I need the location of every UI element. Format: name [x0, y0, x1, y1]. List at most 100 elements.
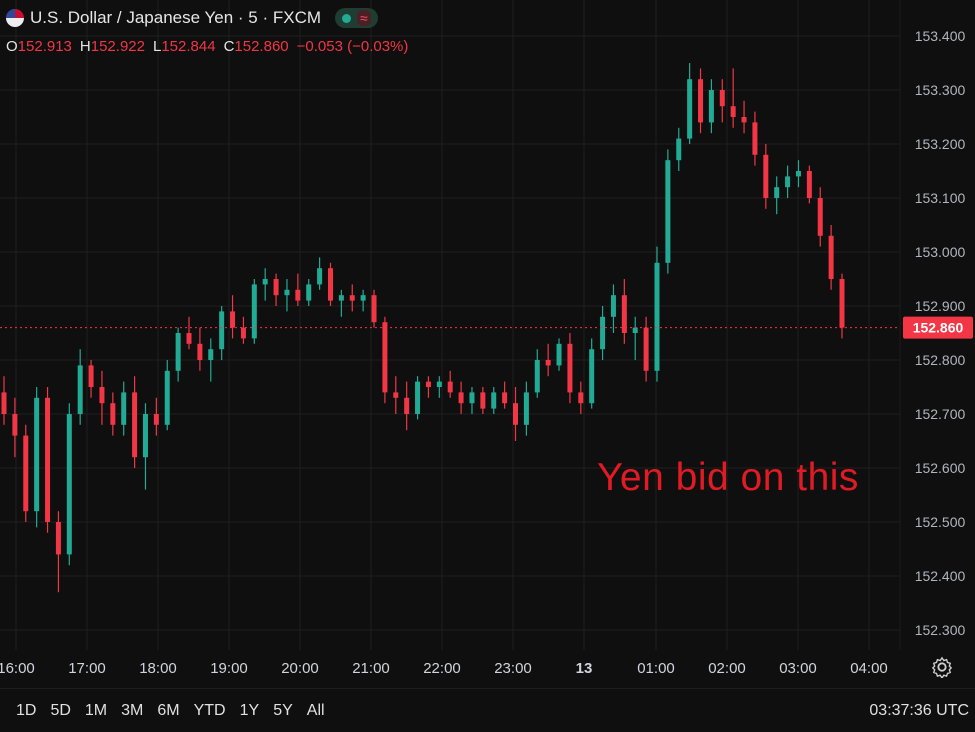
candle-body	[676, 138, 682, 161]
ohlc-value: 152.913	[17, 38, 72, 55]
candle-body	[34, 397, 40, 512]
time-tick-label: 13	[576, 660, 593, 677]
candle-body	[589, 349, 595, 404]
price-axis: 153.400 153.300 153.200 153.100 153.000 152.9…	[903, 28, 973, 638]
annotation-text: Yen bid on this	[597, 456, 859, 499]
candle-body	[534, 360, 540, 393]
candle-body	[785, 176, 791, 188]
candle-body	[175, 333, 181, 371]
candle-body	[404, 397, 410, 414]
candle-body	[458, 392, 464, 404]
utc-clock: 03:37:36 UTC	[869, 701, 969, 719]
chart-header: U.S. Dollar / Japanese Yen · 5 · FXCM ≈	[6, 8, 378, 28]
candle-body	[349, 295, 355, 301]
candle-body	[752, 122, 758, 155]
candle-body	[600, 316, 606, 350]
time-axis: 16:00 17:00 18:00 19:00 20:00 21:00 22:00 23:00…	[0, 660, 888, 677]
price-tick-label: 152.800	[915, 352, 966, 368]
range-button-6m[interactable]: 6M	[157, 701, 180, 719]
candle-body	[208, 349, 214, 360]
range-button-3m[interactable]: 3M	[121, 701, 144, 719]
market-open-icon	[342, 13, 352, 23]
candle-body	[66, 414, 72, 555]
time-tick-label: 18:00	[139, 660, 177, 677]
price-tick-label: 152.300	[915, 622, 966, 638]
candle-body	[88, 365, 94, 387]
candle-body	[371, 295, 377, 323]
price-tick-label: 153.100	[915, 190, 966, 206]
range-button-5d[interactable]: 5D	[50, 701, 71, 719]
ohlc-readout: O152.913 H152.922 L152.844 C152.860 −0.053 (…	[6, 38, 408, 55]
range-button-1y[interactable]: 1Y	[239, 701, 260, 719]
candle-body	[23, 435, 29, 512]
candle-body	[502, 392, 508, 404]
candle-body	[828, 235, 834, 279]
candle-body	[77, 365, 83, 414]
candle-body	[632, 327, 638, 333]
time-tick-label: 03:00	[779, 660, 817, 677]
time-tick-label: 20:00	[281, 660, 319, 677]
settings-gear-icon[interactable]	[931, 656, 953, 678]
bottom-toolbar: 1D 5D 1M 3M 6M YTD 1Y 5Y All 03:37:36 UTC	[0, 688, 975, 732]
ohlc-item: C152.860	[224, 38, 289, 55]
price-tick-label: 153.400	[915, 28, 966, 44]
candle-body	[643, 327, 649, 371]
candle-body	[153, 414, 159, 425]
time-tick-label: 04:00	[850, 660, 888, 677]
range-button-ytd[interactable]: YTD	[193, 701, 226, 719]
candle-body	[317, 268, 323, 285]
candle-body	[817, 198, 823, 236]
candle-body	[99, 387, 105, 404]
range-selector: 1D 5D 1M 3M 6M YTD 1Y 5Y All	[16, 702, 325, 720]
time-tick-label: 23:00	[494, 660, 532, 677]
candle-body	[578, 392, 584, 404]
candle-body	[687, 79, 693, 139]
range-button-all[interactable]: All	[306, 701, 325, 719]
candle-body	[415, 381, 421, 414]
candle-body	[1, 392, 7, 414]
candle-body	[621, 295, 627, 333]
symbol-title[interactable]: U.S. Dollar / Japanese Yen · 5 · FXCM	[30, 8, 322, 27]
candle-body	[491, 392, 497, 409]
time-tick-label: 02:00	[708, 660, 746, 677]
candle-body	[556, 343, 562, 366]
candle-body	[513, 403, 519, 425]
ohlc-key: C	[223, 38, 235, 55]
candle-body	[230, 311, 236, 328]
candle-body	[45, 397, 51, 522]
wave-icon: ≈	[357, 10, 371, 26]
ohlc-item: −0.053 (−0.03%)	[297, 38, 409, 55]
candle-body	[447, 381, 453, 393]
ohlc-item: O152.913	[6, 38, 72, 55]
price-tick-label: 153.300	[915, 82, 966, 98]
ohlc-key: O	[6, 38, 18, 55]
chart-grid	[0, 0, 901, 650]
candle-body	[545, 360, 551, 366]
candle-body	[295, 289, 301, 301]
time-tick-label: 21:00	[352, 660, 390, 677]
candle-body	[284, 289, 290, 296]
candle-body	[523, 392, 529, 425]
candle-body	[795, 171, 801, 177]
candle-body	[132, 392, 138, 458]
range-button-1d[interactable]: 1D	[16, 701, 37, 719]
time-tick-label: 22:00	[423, 660, 461, 677]
candle-body	[708, 90, 714, 123]
market-status-pill[interactable]: ≈	[335, 8, 378, 28]
ohlc-key: L	[152, 38, 162, 55]
candle-body	[327, 268, 333, 301]
ohlc-value: 152.860	[234, 38, 289, 55]
candlestick-series	[0, 63, 900, 593]
candle-body	[654, 262, 660, 371]
price-tick-label: 152.600	[915, 460, 966, 476]
range-button-5y[interactable]: 5Y	[273, 701, 293, 719]
candle-body	[273, 279, 279, 296]
ohlc-key: H	[79, 38, 91, 55]
candle-body	[806, 171, 812, 198]
range-button-1m[interactable]: 1M	[84, 701, 108, 719]
candle-body	[12, 414, 18, 436]
candle-body	[774, 187, 780, 198]
candle-body	[240, 327, 246, 339]
candle-body	[262, 279, 268, 285]
